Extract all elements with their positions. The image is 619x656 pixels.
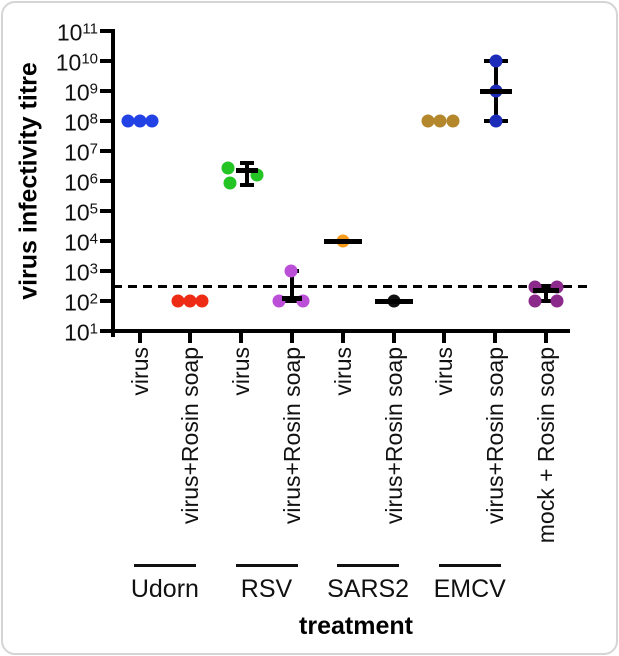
data-point (221, 161, 235, 175)
x-tick (442, 333, 447, 343)
data-point (223, 176, 237, 190)
data-point (145, 114, 158, 128)
median-line (236, 168, 259, 174)
group-underline (133, 564, 196, 567)
x-tick (340, 333, 345, 343)
error-bar-cap (240, 160, 255, 166)
median-line (374, 298, 413, 304)
detection-limit-line (113, 285, 589, 289)
y-tick-label: 104 (64, 229, 98, 256)
x-tick (543, 333, 548, 343)
y-tick-label: 107 (64, 139, 98, 166)
data-point (528, 294, 542, 308)
y-tick-label: 109 (64, 79, 98, 106)
group-label: EMCV (433, 575, 506, 603)
data-point (133, 114, 146, 128)
data-point (433, 114, 447, 128)
y-tick-label: 106 (64, 169, 98, 196)
x-axis-line (111, 329, 570, 333)
y-tick-label: 105 (64, 199, 98, 226)
data-point (121, 114, 134, 128)
data-point (489, 54, 503, 68)
y-tick-label: 102 (64, 289, 98, 316)
y-tick-label: 101 (64, 319, 98, 346)
y-tick (100, 269, 111, 273)
group-underline (235, 564, 298, 567)
y-tick (100, 239, 111, 243)
x-tick (137, 333, 142, 343)
y-tick (100, 59, 111, 63)
group-label: Udorn (130, 575, 199, 603)
y-axis-line (111, 29, 115, 337)
y-tick (100, 209, 111, 213)
median-line (323, 238, 362, 244)
y-tick (100, 299, 111, 303)
data-point (550, 294, 564, 308)
data-point (171, 294, 185, 308)
y-tick-label: 108 (64, 109, 98, 136)
data-point (183, 294, 197, 308)
y-tick (100, 179, 111, 183)
error-bar (543, 286, 549, 301)
group-underline (438, 564, 501, 567)
error-bar-cap (530, 298, 561, 304)
group-label: SARS2 (327, 575, 410, 603)
y-tick-label: 1010 (55, 49, 98, 76)
x-tick (188, 333, 193, 343)
error-bar-cap (530, 284, 561, 289)
group-underline (337, 564, 400, 567)
y-tick (100, 29, 111, 33)
error-bar (289, 271, 295, 301)
error-bar (244, 162, 250, 185)
y-tick (100, 119, 111, 123)
group-label: RSV (240, 575, 293, 603)
error-bar-cap (284, 298, 299, 304)
data-point (421, 114, 435, 128)
x-tick (493, 333, 498, 343)
median-line (532, 288, 559, 294)
median-line (281, 295, 302, 301)
y-tick-label: 1011 (56, 19, 98, 46)
x-axis-title: treatment (299, 612, 413, 640)
x-tick (239, 333, 244, 343)
x-category-label: mock + Rosin soap (532, 347, 559, 544)
y-tick-label: 103 (64, 259, 98, 286)
x-tick (289, 333, 294, 343)
data-point (195, 294, 209, 308)
data-point (489, 114, 503, 128)
x-tick (391, 333, 396, 343)
error-bar-cap (240, 182, 255, 188)
y-tick (100, 329, 111, 333)
median-line (480, 88, 513, 94)
data-point (446, 114, 460, 128)
y-tick (100, 89, 111, 93)
y-tick (100, 149, 111, 153)
data-point (284, 264, 298, 278)
